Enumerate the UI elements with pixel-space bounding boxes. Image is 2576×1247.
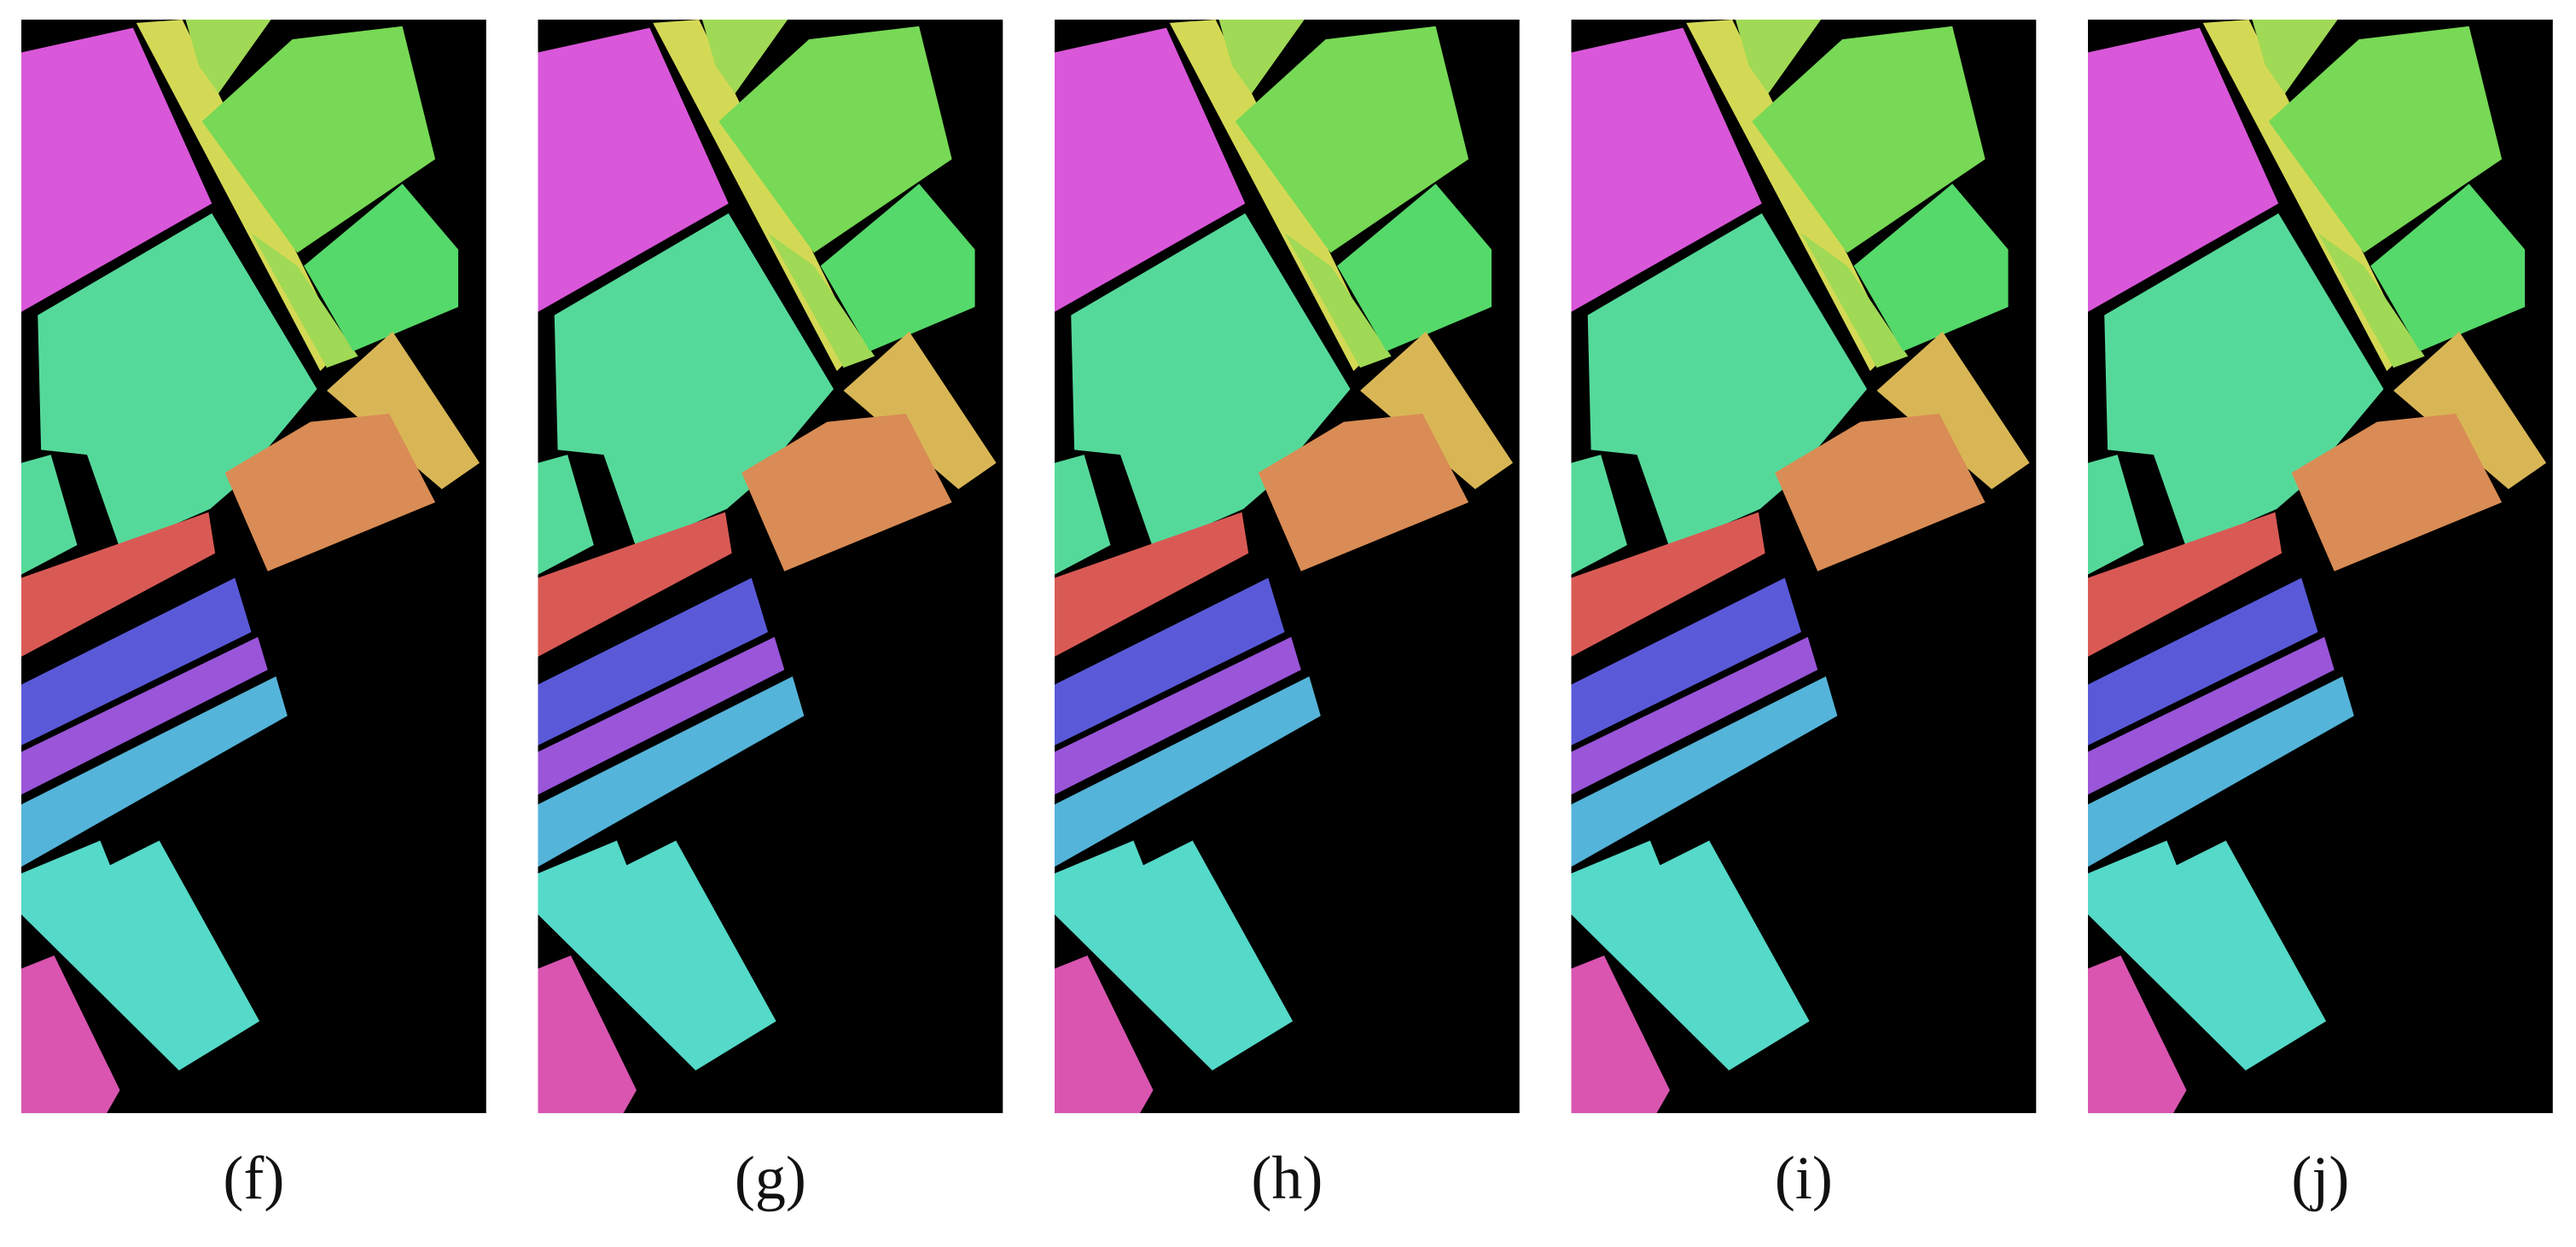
panel: (g) bbox=[538, 20, 1003, 1212]
panel-caption: (f) bbox=[223, 1144, 284, 1212]
panel-caption: (i) bbox=[1775, 1144, 1833, 1212]
panels: (f) (g) (h) (i) (j) bbox=[21, 20, 2553, 1212]
panel: (h) bbox=[1055, 20, 1520, 1212]
panel: (i) bbox=[1571, 20, 2037, 1212]
panel-caption: (h) bbox=[1251, 1144, 1323, 1212]
map-image bbox=[1055, 20, 1520, 1114]
map-image bbox=[21, 20, 486, 1114]
panel: (f) bbox=[21, 20, 486, 1212]
panel-caption: (j) bbox=[2291, 1144, 2349, 1212]
map-image bbox=[2088, 20, 2553, 1114]
map-image bbox=[1571, 20, 2037, 1114]
panel: (j) bbox=[2088, 20, 2553, 1212]
panel-caption: (g) bbox=[735, 1144, 806, 1212]
map-image bbox=[538, 20, 1003, 1114]
